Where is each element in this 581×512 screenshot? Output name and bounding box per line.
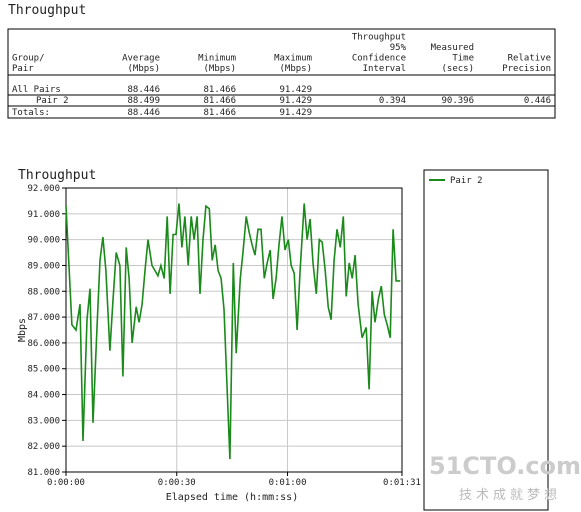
legend-frame <box>423 169 549 511</box>
y-tick-label: 86.000 <box>27 339 60 349</box>
watermark-site: 51CTO.com <box>429 452 581 480</box>
x-tick-label: 0:00:30 <box>158 478 196 488</box>
table-cell: 88.499 <box>127 96 160 106</box>
plot-border <box>65 187 403 473</box>
y-tick-label: 84.000 <box>27 391 60 401</box>
table-cell: 81.466 <box>203 108 236 118</box>
column-header: Measured <box>431 43 474 53</box>
column-header: Maximum <box>274 54 312 64</box>
y-tick-label: 87.000 <box>27 313 60 323</box>
y-tick-label: 85.000 <box>27 365 60 375</box>
column-header: Group/ <box>12 54 45 64</box>
column-header: Throughput <box>352 33 406 43</box>
column-header: Interval <box>363 64 406 74</box>
table-cell: 91.429 <box>279 85 312 95</box>
y-tick-label: 91.000 <box>27 210 60 220</box>
y-tick-label: 92.000 <box>27 184 60 194</box>
y-tick-label: 89.000 <box>27 261 60 271</box>
watermark-slogan: 技术成就梦想 <box>459 487 561 503</box>
table-cell: 90.396 <box>441 96 474 106</box>
x-tick-label: 0:01:31 <box>383 478 421 488</box>
x-tick-label: 0:01:00 <box>269 478 307 488</box>
table-cell: 0.394 <box>379 96 406 106</box>
column-header: (Mbps) <box>279 64 312 74</box>
table-cell: 88.446 <box>127 85 160 95</box>
column-header: Time <box>452 54 474 64</box>
legend-label: Pair 2 <box>450 176 483 186</box>
table-cell: 81.466 <box>203 85 236 95</box>
plot-area <box>66 188 402 472</box>
column-header: 95% <box>390 43 407 53</box>
series-line <box>65 203 401 460</box>
x-axis-label: Elapsed time (h:mm:ss) <box>166 492 298 503</box>
table-cell: All Pairs <box>12 85 61 95</box>
y-tick-label: 82.000 <box>27 442 60 452</box>
column-header: (secs) <box>441 64 474 74</box>
chart-title: Throughput <box>18 168 96 183</box>
column-header: (Mbps) <box>127 64 160 74</box>
table-cell: Totals: <box>12 108 50 118</box>
table-cell: 91.429 <box>279 96 312 106</box>
column-header: (Mbps) <box>203 64 236 74</box>
y-axis-label: Mbps <box>17 318 28 342</box>
table-cell: 0.446 <box>524 96 551 106</box>
table-cell: 88.446 <box>127 108 160 118</box>
column-header: Precision <box>502 64 551 74</box>
y-tick-label: 90.000 <box>27 236 60 246</box>
column-header: Confidence <box>352 54 406 64</box>
column-header: Relative <box>508 54 551 64</box>
table-cell: 81.466 <box>203 96 236 106</box>
column-header: Pair <box>12 64 34 74</box>
column-header: Average <box>122 54 160 64</box>
x-tick-label: 0:00:00 <box>47 478 85 488</box>
table-frame <box>7 28 556 119</box>
table-cell: 91.429 <box>279 108 312 118</box>
table-cell: Pair 2 <box>36 96 69 106</box>
column-header: Minimum <box>198 54 236 64</box>
y-tick-label: 81.000 <box>27 468 60 478</box>
report-title: Throughput <box>8 3 86 18</box>
y-tick-label: 88.000 <box>27 287 60 297</box>
y-tick-label: 83.000 <box>27 416 60 426</box>
